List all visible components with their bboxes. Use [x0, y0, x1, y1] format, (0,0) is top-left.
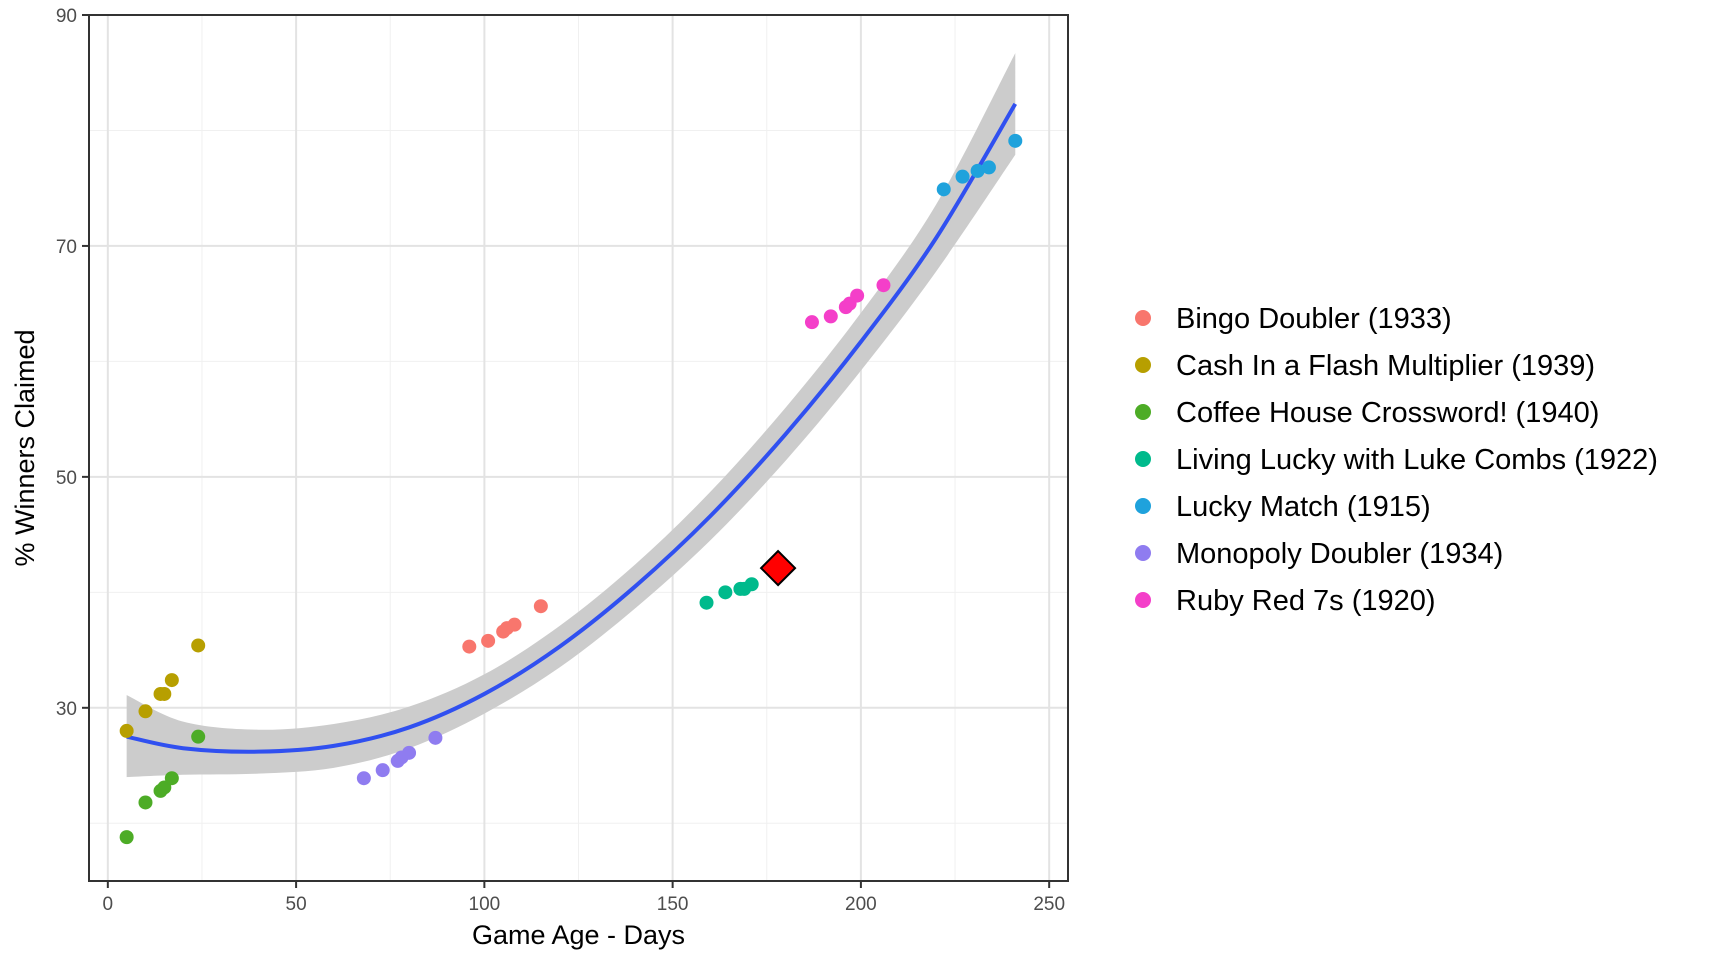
- data-point: [138, 704, 153, 719]
- legend-item: Monopoly Doubler (1934): [1135, 538, 1503, 570]
- data-point: [1008, 133, 1023, 148]
- data-point: [164, 673, 179, 688]
- data-point: [981, 160, 996, 175]
- panel-border-rect: [88, 14, 1069, 882]
- data-point: [699, 595, 714, 610]
- legend-item: Coffee House Crossword! (1940): [1135, 397, 1599, 429]
- data-point: [955, 169, 970, 184]
- data-points: [119, 133, 1023, 845]
- x-tick-label: 200: [845, 894, 877, 915]
- legend-item: Living Lucky with Luke Combs (1922): [1135, 444, 1658, 476]
- data-point: [157, 686, 172, 701]
- x-tick-label: 100: [469, 894, 501, 915]
- data-point: [936, 182, 951, 197]
- data-point: [718, 585, 733, 600]
- legend-key: [1135, 310, 1151, 326]
- data-point: [164, 771, 179, 786]
- panel-border: [88, 14, 1069, 882]
- x-axis-title: Game Age - Days: [472, 920, 685, 950]
- x-tick-label: 0: [103, 894, 114, 915]
- x-tick-label: 150: [657, 894, 689, 915]
- data-point: [744, 577, 759, 592]
- data-point: [481, 633, 496, 648]
- x-tick-label: 50: [286, 894, 307, 915]
- data-point: [119, 830, 134, 845]
- legend-label: Bingo Doubler (1933): [1176, 303, 1452, 335]
- y-tick-label: 50: [56, 468, 77, 489]
- highlight-layer: [759, 549, 797, 587]
- legend-label: Monopoly Doubler (1934): [1176, 538, 1503, 570]
- legend-label: Coffee House Crossword! (1940): [1176, 397, 1599, 429]
- legend-item: Bingo Doubler (1933): [1135, 303, 1452, 335]
- legend-key: [1135, 545, 1151, 561]
- y-tick-label: 70: [56, 237, 77, 258]
- data-point: [507, 617, 522, 632]
- data-point: [850, 288, 865, 303]
- data-point: [157, 780, 172, 795]
- legend-item: Ruby Red 7s (1920): [1135, 585, 1436, 617]
- data-point: [823, 309, 838, 324]
- y-tick-label: 90: [56, 6, 77, 27]
- legend-key: [1135, 498, 1151, 514]
- y-axis-title: % Winners Claimed: [10, 329, 40, 566]
- legend: Bingo Doubler (1933) Cash In a Flash Mult…: [1135, 303, 1658, 617]
- data-point: [533, 599, 548, 614]
- legend-label: Lucky Match (1915): [1176, 491, 1431, 523]
- y-axis: 30 50 70 90: [56, 6, 89, 720]
- data-point: [191, 729, 206, 744]
- legend-key: [1135, 357, 1151, 373]
- data-point: [462, 639, 477, 654]
- data-point: [804, 315, 819, 330]
- legend-key: [1135, 451, 1151, 467]
- trend-line: [126, 102, 1018, 754]
- legend-label: Ruby Red 7s (1920): [1176, 585, 1436, 617]
- confidence-band-area: [126, 53, 1016, 778]
- legend-item: Cash In a Flash Multiplier (1939): [1135, 350, 1595, 382]
- data-point: [138, 795, 153, 810]
- x-axis: 0 50 100 150 200 250: [103, 881, 1065, 915]
- confidence-band: [126, 53, 1016, 778]
- legend-item: Lucky Match (1915): [1135, 491, 1431, 523]
- data-point: [428, 730, 443, 745]
- y-tick-label: 30: [56, 699, 77, 720]
- legend-label: Cash In a Flash Multiplier (1939): [1176, 350, 1595, 382]
- highlight-diamond: [759, 549, 797, 587]
- data-point: [375, 763, 390, 778]
- data-point: [402, 745, 417, 760]
- x-tick-label: 250: [1033, 894, 1065, 915]
- legend-label: Living Lucky with Luke Combs (1922): [1176, 444, 1658, 476]
- data-point: [876, 278, 891, 293]
- data-point: [970, 163, 985, 178]
- fitted-curve: [126, 102, 1018, 754]
- data-point: [119, 723, 134, 738]
- data-point: [356, 771, 371, 786]
- legend-key: [1135, 404, 1151, 420]
- data-point: [191, 638, 206, 653]
- legend-key: [1135, 592, 1151, 608]
